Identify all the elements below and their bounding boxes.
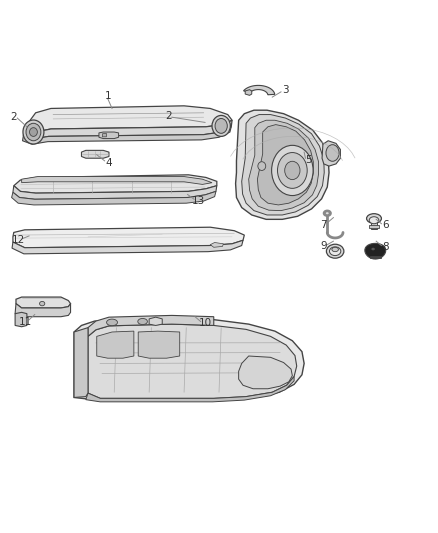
Text: 13: 13: [192, 196, 205, 206]
Ellipse shape: [367, 214, 381, 223]
Text: 4: 4: [106, 158, 112, 167]
Ellipse shape: [326, 144, 339, 161]
Text: 3: 3: [282, 85, 289, 95]
Text: 1: 1: [104, 91, 111, 101]
Polygon shape: [25, 106, 232, 132]
Text: 11: 11: [18, 317, 32, 327]
Polygon shape: [97, 331, 134, 358]
Polygon shape: [16, 297, 71, 308]
Ellipse shape: [332, 247, 339, 252]
Text: 8: 8: [382, 243, 389, 252]
Polygon shape: [22, 127, 231, 144]
Polygon shape: [15, 312, 27, 327]
Ellipse shape: [212, 116, 230, 136]
Polygon shape: [81, 150, 109, 158]
Ellipse shape: [326, 244, 344, 258]
Polygon shape: [244, 85, 275, 95]
Text: 9: 9: [321, 241, 327, 252]
Polygon shape: [242, 115, 324, 215]
Ellipse shape: [106, 319, 117, 326]
Polygon shape: [365, 244, 386, 259]
Polygon shape: [236, 110, 329, 220]
Polygon shape: [322, 141, 340, 166]
Polygon shape: [210, 243, 223, 247]
Polygon shape: [23, 120, 232, 139]
Ellipse shape: [39, 302, 45, 306]
Polygon shape: [14, 175, 217, 193]
Ellipse shape: [29, 128, 37, 136]
Polygon shape: [21, 176, 212, 184]
Polygon shape: [86, 376, 294, 402]
Polygon shape: [249, 120, 318, 211]
Polygon shape: [239, 356, 292, 389]
Polygon shape: [258, 125, 313, 205]
Polygon shape: [102, 133, 106, 137]
Ellipse shape: [138, 318, 148, 325]
Polygon shape: [371, 221, 377, 229]
Polygon shape: [88, 316, 214, 336]
Ellipse shape: [215, 118, 227, 133]
Polygon shape: [74, 328, 88, 398]
Text: 2: 2: [11, 112, 17, 122]
Ellipse shape: [325, 212, 329, 215]
Polygon shape: [15, 304, 71, 317]
Text: 12: 12: [11, 235, 25, 245]
Ellipse shape: [272, 146, 313, 196]
Text: 5: 5: [306, 155, 312, 165]
Polygon shape: [74, 319, 304, 400]
Text: 6: 6: [382, 221, 389, 230]
Ellipse shape: [329, 247, 341, 256]
Polygon shape: [370, 256, 381, 258]
Ellipse shape: [258, 161, 266, 171]
Polygon shape: [12, 191, 216, 205]
Ellipse shape: [369, 217, 379, 224]
Polygon shape: [99, 132, 119, 139]
Text: 7: 7: [321, 220, 327, 230]
Polygon shape: [245, 90, 252, 95]
Ellipse shape: [278, 152, 307, 188]
Text: 10: 10: [198, 318, 212, 328]
Ellipse shape: [26, 123, 41, 141]
Ellipse shape: [371, 248, 375, 251]
Polygon shape: [369, 225, 379, 228]
Polygon shape: [12, 240, 243, 254]
Polygon shape: [88, 324, 297, 398]
Text: 2: 2: [165, 111, 172, 121]
Ellipse shape: [23, 120, 44, 144]
Ellipse shape: [285, 161, 300, 180]
Polygon shape: [13, 227, 244, 248]
Polygon shape: [13, 185, 217, 199]
Polygon shape: [149, 317, 162, 326]
Polygon shape: [138, 331, 180, 358]
